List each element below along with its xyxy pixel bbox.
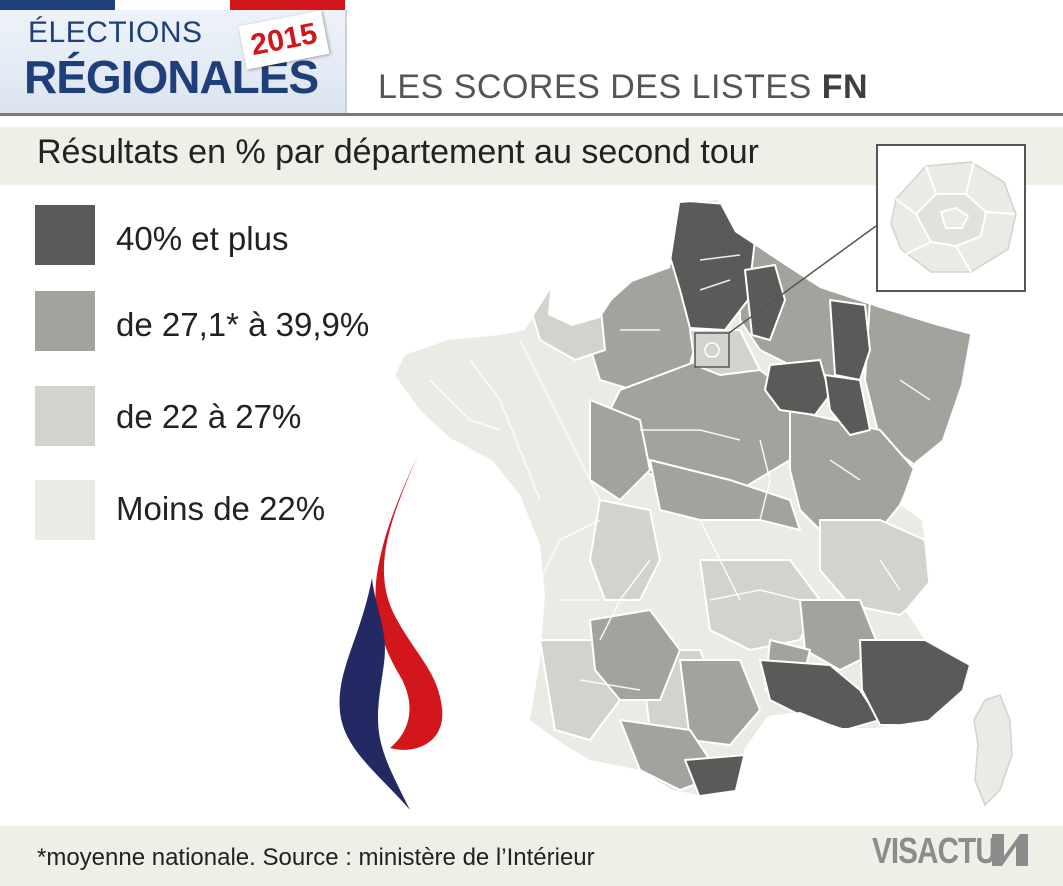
region-aisne (744, 264, 786, 341)
header-divider (0, 113, 1063, 116)
inset-connector (728, 225, 877, 334)
region-touraine (589, 399, 651, 501)
paris-region-inset (876, 144, 1026, 292)
department-borders (429, 254, 931, 691)
logo-line1: ÉLECTIONS (28, 16, 203, 49)
region-haute-marne (824, 374, 871, 436)
region-var-alpes-maritimes (859, 639, 971, 726)
paris-highlight-box (694, 332, 730, 368)
map-caption: Résultats en % par département au second… (37, 133, 759, 171)
legend-swatch-27-40 (35, 291, 95, 351)
region-limousin-west (589, 499, 661, 601)
legend-label-27-40: de 27,1* à 39,9% (116, 306, 370, 343)
brand-mark-icon (992, 834, 1028, 866)
flame-icon (339, 455, 443, 810)
region-lot-et-garonne (589, 609, 681, 701)
title-prefix: LES SCORES DES LISTES (378, 68, 822, 106)
region-aube (764, 359, 831, 416)
region-tarn (679, 659, 761, 746)
title-party: FN (821, 68, 869, 106)
page-title: LES SCORES DES LISTES FN (378, 68, 868, 107)
region-meuse (829, 299, 871, 381)
france-map (395, 200, 1013, 807)
paris-ring (704, 342, 720, 358)
legend-label-22-27: de 22 à 27% (116, 398, 302, 435)
legend-label-under-22: Moins de 22% (116, 490, 326, 527)
footer (0, 826, 1063, 886)
legend-swatch-under-22 (35, 480, 95, 540)
brand-logo: VISACTU (872, 830, 997, 871)
source-note: *moyenne nationale. Source : ministère d… (37, 844, 595, 871)
region-vaucluse-bdr (759, 659, 881, 731)
legend-label-40-plus: 40% et plus (116, 220, 289, 257)
region-auvergne (699, 559, 821, 651)
legend-swatch-22-27 (35, 386, 95, 446)
legend-swatch-40-plus (35, 205, 95, 265)
region-corsica (973, 694, 1013, 807)
region-pyrenees-orientales (684, 754, 746, 795)
flag-bar (0, 0, 345, 10)
